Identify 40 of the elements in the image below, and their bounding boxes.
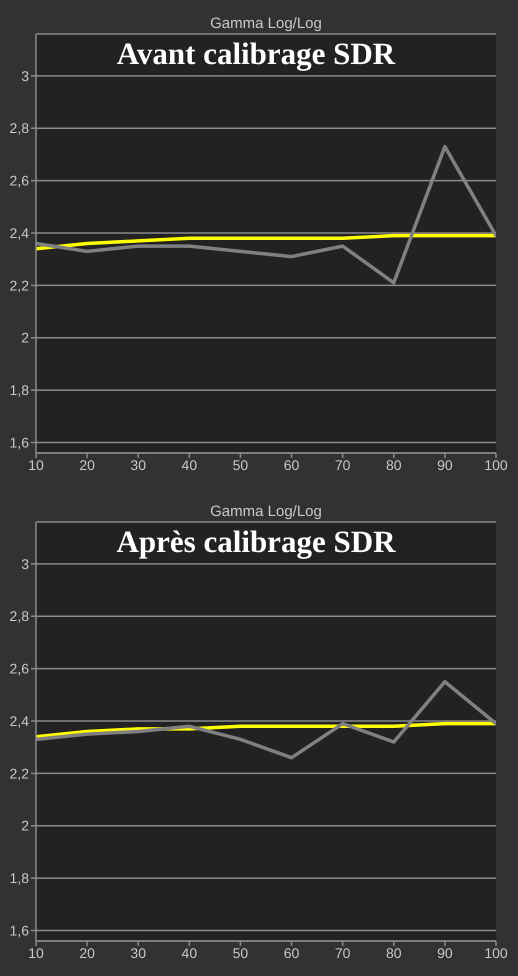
x-tick-label: 90: [437, 944, 453, 961]
x-tick-label: 30: [130, 456, 146, 473]
x-tick-label: 60: [284, 944, 300, 961]
chart-title: Gamma Log/Log: [209, 503, 323, 521]
x-tick-label: 80: [386, 456, 402, 473]
y-tick-label: 1,8: [10, 382, 30, 398]
y-tick-label: 1,6: [10, 434, 30, 450]
y-tick-label: 3: [21, 68, 30, 84]
x-tick-label: 50: [232, 456, 248, 473]
x-tick-label: 50: [232, 944, 248, 961]
x-tick-label: 70: [334, 456, 351, 473]
chart-subtitle: Avant calibrage SDR: [116, 35, 396, 72]
y-tick-label: 2,2: [10, 765, 30, 782]
x-tick-label: 20: [79, 456, 96, 473]
x-tick-label: 80: [386, 944, 402, 961]
y-tick-label: 2,8: [10, 120, 30, 136]
x-tick-label: 100: [484, 456, 508, 473]
y-tick-label: 1,8: [10, 870, 30, 886]
y-tick-label: 2,4: [10, 712, 30, 729]
y-tick-label: 2: [21, 330, 30, 346]
x-tick-label: 60: [284, 456, 300, 473]
x-tick-label: 40: [182, 456, 198, 473]
y-tick-label: 3: [21, 556, 30, 572]
y-tick-label: 1,6: [10, 922, 30, 938]
x-tick-label: 70: [334, 944, 351, 961]
chart-title: Gamma Log/Log: [209, 15, 323, 33]
x-tick-label: 40: [182, 944, 198, 961]
y-tick-label: 2: [21, 818, 30, 834]
y-tick-label: 2,4: [10, 224, 30, 241]
x-tick-label: 10: [28, 456, 44, 473]
y-tick-label: 2,6: [10, 660, 30, 677]
y-tick-label: 2,8: [10, 608, 30, 624]
x-tick-label: 90: [437, 456, 453, 473]
y-tick-label: 2,6: [10, 172, 30, 189]
chart-subtitle: Après calibrage SDR: [116, 523, 397, 560]
y-tick-label: 2,2: [10, 277, 30, 294]
x-tick-label: 30: [130, 944, 146, 961]
x-tick-label: 100: [484, 944, 508, 961]
x-tick-label: 20: [79, 944, 96, 961]
x-tick-label: 10: [28, 944, 44, 961]
